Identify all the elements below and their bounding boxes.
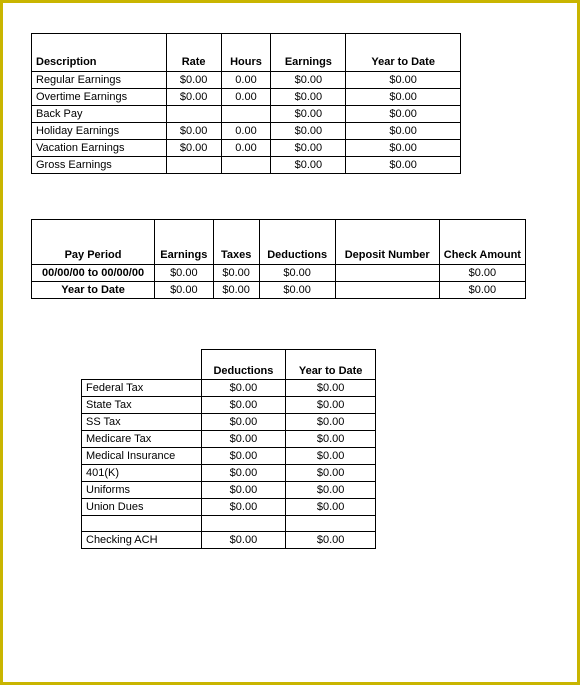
table-row: Union Dues $0.00 $0.00 (82, 499, 376, 516)
table-row: SS Tax $0.00 $0.00 (82, 414, 376, 431)
table-row: Medicare Tax $0.00 $0.00 (82, 431, 376, 448)
table-row: Regular Earnings $0.00 0.00 $0.00 $0.00 (32, 72, 461, 89)
table-row: Federal Tax $0.00 $0.00 (82, 380, 376, 397)
table-row: 401(K) $0.00 $0.00 (82, 465, 376, 482)
header-rate: Rate (166, 34, 221, 72)
header-description: Description (32, 34, 167, 72)
header-earnings: Earnings (271, 34, 346, 72)
table-row: Back Pay $0.00 $0.00 (32, 106, 461, 123)
header-deposit: Deposit Number (335, 220, 439, 265)
header-taxes: Taxes (213, 220, 259, 265)
header-deductions: Deductions (259, 220, 335, 265)
table-row: Uniforms $0.00 $0.00 (82, 482, 376, 499)
header-earnings: Earnings (155, 220, 214, 265)
earnings-table: Description Rate Hours Earnings Year to … (31, 33, 461, 174)
header-hours: Hours (221, 34, 271, 72)
table-row-blank (82, 516, 376, 532)
table-row: Holiday Earnings $0.00 0.00 $0.00 $0.00 (32, 123, 461, 140)
table-row: 00/00/00 to 00/00/00 $0.00 $0.00 $0.00 $… (32, 265, 526, 282)
table-row: Gross Earnings $0.00 $0.00 (32, 157, 461, 174)
table-row: Vacation Earnings $0.00 0.00 $0.00 $0.00 (32, 140, 461, 157)
table-row: State Tax $0.00 $0.00 (82, 397, 376, 414)
payperiod-table: Pay Period Earnings Taxes Deductions Dep… (31, 219, 526, 299)
header-payperiod: Pay Period (32, 220, 155, 265)
header-ytd: Year to Date (346, 34, 461, 72)
table-row: Medical Insurance $0.00 $0.00 (82, 448, 376, 465)
header-ytd: Year to Date (286, 350, 376, 380)
deductions-table: Deductions Year to Date Federal Tax $0.0… (81, 349, 376, 549)
table-row: Overtime Earnings $0.00 0.00 $0.00 $0.00 (32, 89, 461, 106)
table-row: Checking ACH $0.00 $0.00 (82, 532, 376, 549)
header-deductions: Deductions (201, 350, 286, 380)
table-row: Year to Date $0.00 $0.00 $0.00 $0.00 (32, 282, 526, 299)
header-check: Check Amount (439, 220, 525, 265)
